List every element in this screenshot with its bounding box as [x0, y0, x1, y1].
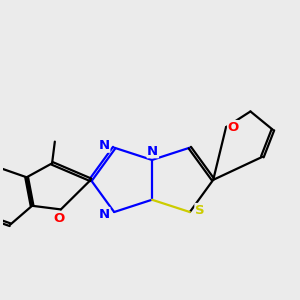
Text: N: N: [99, 208, 110, 220]
Text: N: N: [99, 139, 110, 152]
Text: S: S: [195, 203, 205, 217]
Text: O: O: [228, 121, 239, 134]
Text: N: N: [147, 145, 158, 158]
Text: O: O: [53, 212, 64, 225]
